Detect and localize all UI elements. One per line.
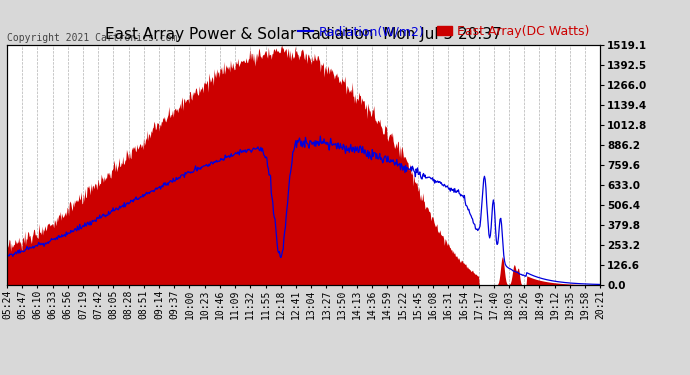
Title: East Array Power & Solar Radiation  Mon Jul 5 20:37: East Array Power & Solar Radiation Mon J… [105, 27, 502, 42]
Text: Copyright 2021 Cartronics.com: Copyright 2021 Cartronics.com [7, 33, 177, 43]
Legend: Radiation(W/m2), East Array(DC Watts): Radiation(W/m2), East Array(DC Watts) [293, 20, 594, 43]
